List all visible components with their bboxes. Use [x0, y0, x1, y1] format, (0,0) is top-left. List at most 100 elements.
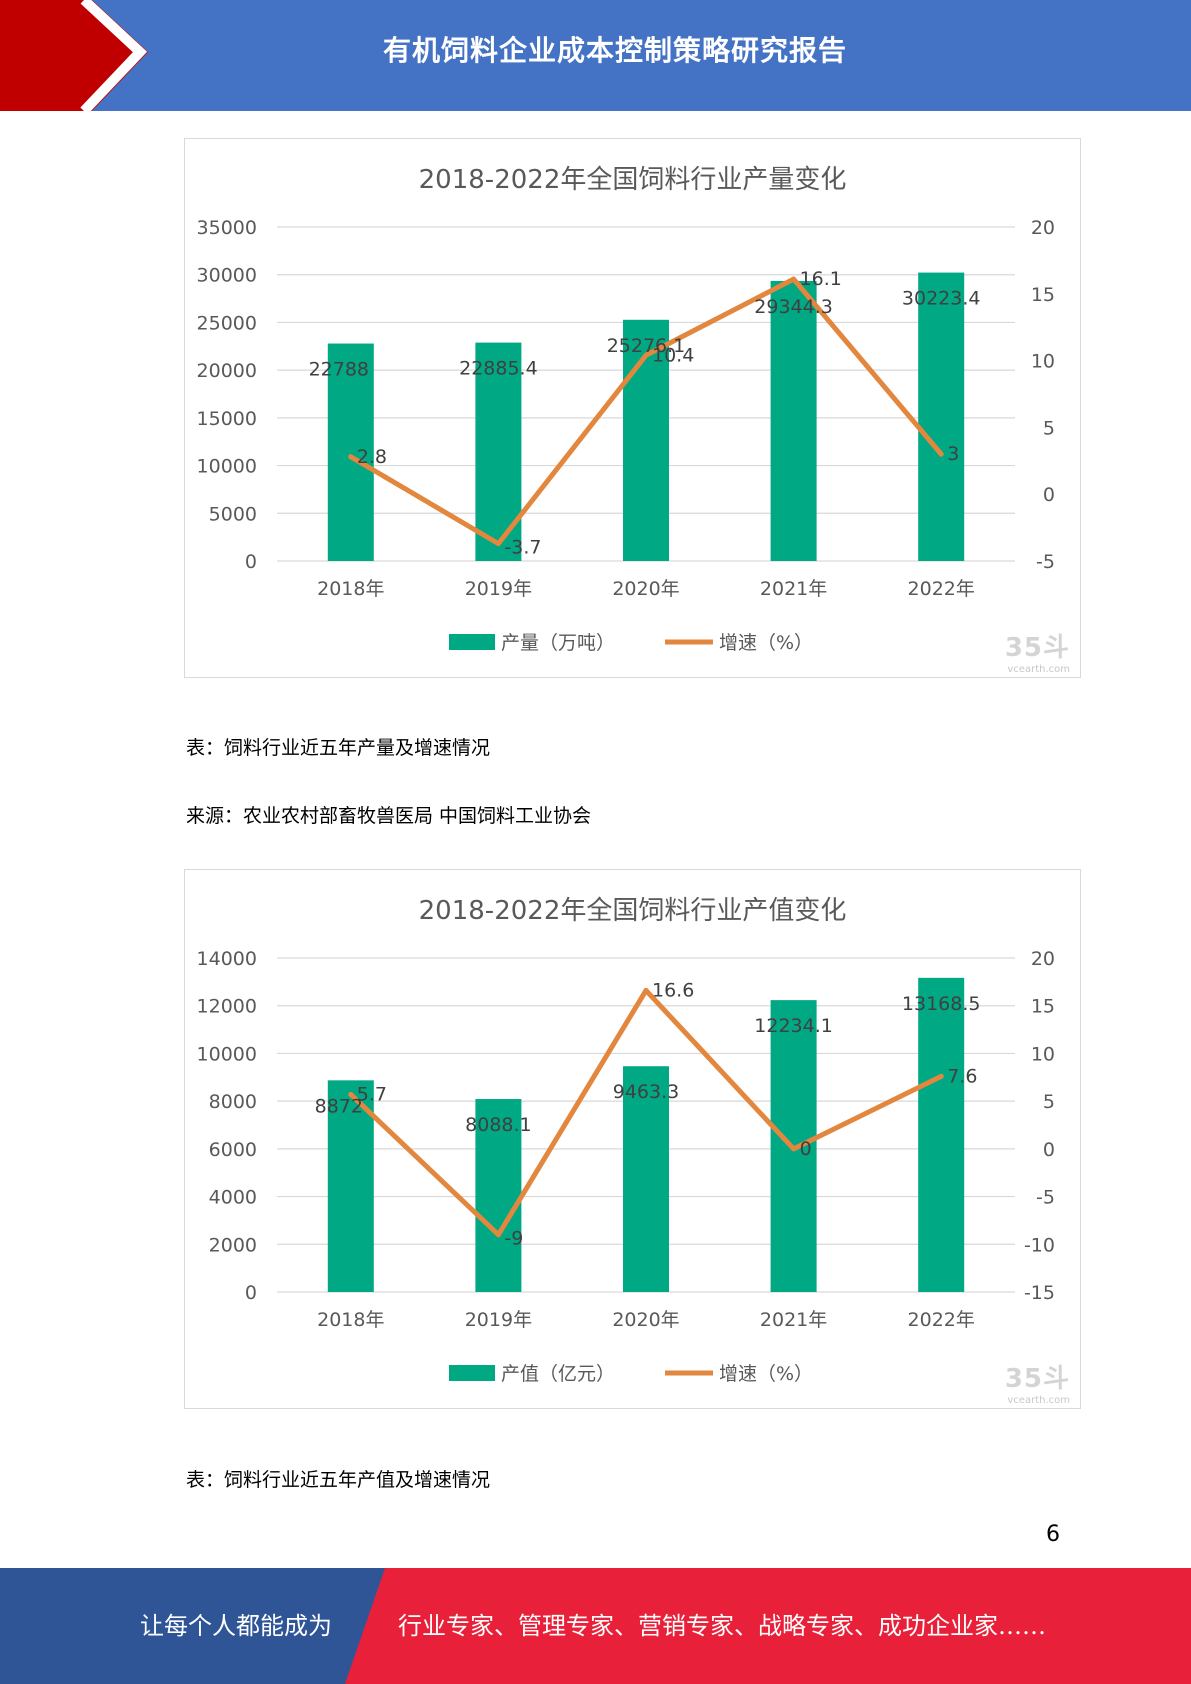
caption-table2: 表：饲料行业近五年产值及增速情况: [186, 1469, 491, 1491]
y-tick-label: 14000: [197, 948, 257, 970]
bar-data-label: 9463.3: [613, 1081, 679, 1103]
legend-swatch-bars: [449, 634, 495, 650]
x-tick-label: 2018年: [317, 578, 384, 600]
line-data-label: 7.6: [947, 1065, 977, 1087]
footer-slogan-right: 行业专家、管理专家、营销专家、战略专家、成功企业家……: [398, 1612, 1046, 1640]
y-tick-label: 0: [245, 551, 257, 573]
bar-data-label: 22788: [309, 359, 369, 381]
x-tick-label: 2019年: [465, 1309, 532, 1331]
bar-data-label: 25276.1: [607, 335, 686, 357]
page-header: 有机饲料企业成本控制策略研究报告: [0, 0, 1191, 111]
watermark-brand: 35斗: [1004, 633, 1070, 663]
y-tick-label: 15000: [197, 408, 257, 430]
bar-data-label: 29344.3: [754, 296, 833, 318]
y2-tick-label: -10: [1024, 1234, 1055, 1256]
bar-data-label: 30223.4: [902, 288, 981, 310]
watermark-site: vcearth.com: [1007, 1395, 1070, 1406]
line-data-label: 5.7: [357, 1083, 387, 1105]
y-tick-label: 10000: [197, 456, 257, 478]
line-data-label: -3.7: [504, 537, 541, 559]
bar: [327, 1080, 374, 1292]
line-point: [348, 1091, 354, 1097]
caption-table1: 表：饲料行业近五年产量及增速情况: [186, 737, 491, 759]
bar-data-label: 8872: [315, 1095, 363, 1117]
watermark-brand: 35斗: [1004, 1364, 1070, 1394]
legend-swatch-bars: [449, 1365, 495, 1381]
header-arrow-decoration: [0, 0, 148, 111]
page-number: 6: [1046, 1522, 1060, 1547]
production-chart: 35000 30000 25000 20000 15000 10000 5000 0 20 15 1…: [184, 138, 1081, 678]
bar: [623, 319, 669, 561]
line-point: [495, 541, 501, 547]
y-tick-label: 2000: [209, 1234, 257, 1256]
line-data-label: 3: [947, 443, 959, 465]
y-tick-label: 30000: [197, 265, 257, 287]
watermark-site: vcearth.com: [1007, 664, 1070, 675]
y2-tick-label: -5: [1036, 1187, 1055, 1209]
footer-background: [0, 1568, 1191, 1684]
line-point: [791, 276, 797, 282]
bar-data-label: 12234.1: [754, 1015, 833, 1037]
watermark-logo: 35斗 vcearth.com: [950, 1358, 1070, 1406]
chart-title: 2018-2022年全国饲料行业产量变化: [418, 165, 847, 195]
line-data-label: 0: [800, 1138, 812, 1160]
y-tick-label: 8000: [209, 1091, 257, 1113]
line-point: [938, 1073, 944, 1079]
line-point: [643, 987, 649, 993]
y-tick-label: 10000: [197, 1043, 257, 1065]
legend-label-bars: 产量（万吨）: [501, 632, 615, 654]
y-tick-label: 12000: [197, 996, 257, 1018]
x-tick-label: 2022年: [908, 578, 975, 600]
bar: [475, 1099, 522, 1292]
x-tick-label: 2018年: [317, 1309, 384, 1331]
chart-plot: 35000 30000 25000 20000 15000 10000 5000 0 20 15 1…: [197, 217, 1055, 654]
y2-tick-label: -5: [1036, 551, 1055, 573]
line-point: [643, 352, 649, 358]
watermark-logo: 35斗 vcearth.com: [950, 627, 1070, 675]
caption-source: 来源：农业农村部畜牧兽医局 中国饲料工业协会: [186, 805, 592, 827]
page-footer: 让每个人都能成为 行业专家、管理专家、营销专家、战略专家、成功企业家……: [0, 1568, 1191, 1684]
x-tick-label: 2021年: [760, 578, 827, 600]
legend-label-line: 增速（%）: [719, 1363, 813, 1385]
line-point: [495, 1232, 501, 1238]
line-data-label: -9: [504, 1228, 523, 1250]
bar-data-label: 22885.4: [459, 358, 538, 380]
x-tick-label: 2019年: [465, 578, 532, 600]
line-data-label: 16.1: [800, 268, 842, 290]
y-tick-label: 5000: [209, 503, 257, 525]
legend-label-line: 增速（%）: [719, 632, 813, 654]
x-tick-label: 2021年: [760, 1309, 827, 1331]
chart-title: 2018-2022年全国饲料行业产值变化: [418, 896, 847, 926]
footer-slogan-left: 让每个人都能成为: [140, 1612, 332, 1640]
line-data-label: 16.6: [652, 979, 694, 1001]
y2-tick-label: 20: [1031, 948, 1055, 970]
bar: [623, 1066, 669, 1292]
line-data-label: 2.8: [357, 446, 387, 468]
y-tick-label: 20000: [197, 360, 257, 382]
line-data-label: 10.4: [652, 344, 694, 366]
bar: [770, 280, 817, 561]
y2-tick-label: 0: [1043, 1139, 1055, 1161]
y2-tick-label: 20: [1031, 217, 1055, 239]
chart-plot: 14000 12000 10000 8000 6000 4000 2000 0 20 15 10 5 0…: [197, 948, 1055, 1385]
y-tick-label: 35000: [197, 217, 257, 239]
line-point: [348, 454, 354, 460]
bar-data-label: 13168.5: [902, 993, 981, 1015]
bar: [918, 977, 965, 1292]
legend-label-bars: 产值（亿元）: [501, 1363, 615, 1385]
y2-tick-label: 5: [1043, 1091, 1055, 1113]
bar-data-label: 8088.1: [465, 1114, 531, 1136]
x-tick-label: 2022年: [908, 1309, 975, 1331]
bar: [327, 343, 374, 561]
y2-tick-label: 0: [1043, 484, 1055, 506]
y2-tick-label: 15: [1031, 284, 1055, 306]
bar: [918, 272, 965, 561]
y2-tick-label: 10: [1031, 1043, 1055, 1065]
y-tick-label: 0: [245, 1282, 257, 1304]
line-point: [938, 451, 944, 457]
y2-tick-label: 15: [1031, 996, 1055, 1018]
y2-tick-label: -15: [1024, 1282, 1055, 1304]
y-tick-label: 25000: [197, 312, 257, 334]
line-point: [791, 1146, 797, 1152]
y-tick-label: 6000: [209, 1139, 257, 1161]
